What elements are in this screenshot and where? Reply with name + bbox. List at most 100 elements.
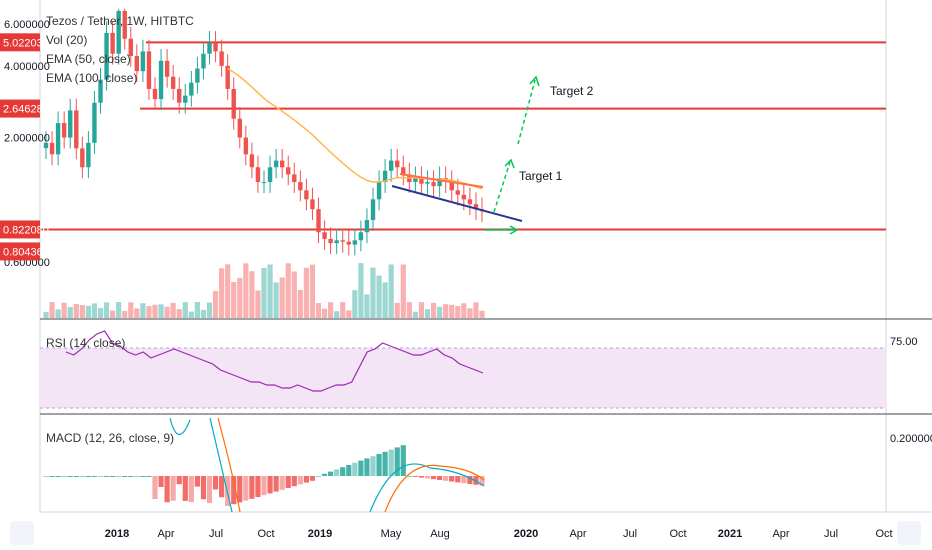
auto-scale-button[interactable] <box>897 521 921 545</box>
volume-bar <box>128 302 134 318</box>
candle <box>388 160 394 171</box>
time-axis-tick: 2018 <box>105 528 129 540</box>
macd-histogram-bar <box>140 476 146 477</box>
macd-histogram-bar <box>303 476 309 483</box>
macd-histogram-bar <box>394 447 400 476</box>
volume-bar <box>158 304 164 318</box>
macd-histogram-bar <box>212 476 219 490</box>
candle <box>419 178 424 184</box>
candle <box>140 51 146 72</box>
macd-histogram-bar <box>249 476 255 499</box>
macd-histogram-bar <box>128 476 134 477</box>
volume-bar <box>231 282 237 318</box>
volume-bar <box>479 310 485 318</box>
volume-bar <box>461 303 467 318</box>
price-tag-label: 0.822080 <box>3 224 49 236</box>
candle <box>334 240 339 244</box>
macd-histogram-bar <box>43 476 49 477</box>
candle <box>74 110 79 149</box>
macd-histogram-bar <box>170 476 176 501</box>
macd-histogram-bar <box>340 467 346 476</box>
time-axis-tick: Jul <box>824 528 838 540</box>
macd-histogram-bar <box>443 476 449 481</box>
candle <box>431 182 436 187</box>
zoom-button[interactable] <box>10 521 34 545</box>
legend-vol: Vol (20) <box>46 33 88 47</box>
candle <box>170 76 176 89</box>
time-axis-tick: Jul <box>623 528 637 540</box>
macd-histogram-bar <box>261 476 267 496</box>
macd-histogram-bar <box>346 465 352 476</box>
macd-axis-tick: 0.200000 <box>890 433 932 445</box>
ema-100-line <box>399 173 484 188</box>
candle <box>370 199 376 221</box>
candle <box>316 209 321 233</box>
candle <box>243 137 249 155</box>
time-axis-tick: Oct <box>257 528 274 540</box>
volume-bar <box>340 302 346 318</box>
time-axis-tick: Apr <box>569 528 586 540</box>
candle <box>376 182 382 200</box>
candle <box>328 238 333 244</box>
volume-bar <box>467 308 473 318</box>
candle <box>273 160 279 168</box>
target-2-arrow <box>517 79 536 145</box>
volume-bar <box>103 302 110 318</box>
candle <box>467 199 473 205</box>
volume-bar <box>285 263 291 318</box>
candle <box>237 118 242 138</box>
candle <box>55 123 61 155</box>
time-axis-tick: 2020 <box>514 528 538 540</box>
volume-bar <box>334 311 340 318</box>
rsi-axis-tick: 75.00 <box>890 336 918 348</box>
candle <box>401 167 406 175</box>
volume-bar <box>261 268 267 318</box>
macd-histogram-bar <box>334 469 340 476</box>
volume-bar <box>291 271 297 318</box>
time-axis-tick: 2021 <box>718 528 742 540</box>
candle <box>177 88 182 103</box>
candle <box>261 182 267 184</box>
signal-line <box>384 464 485 513</box>
macd-histogram-bar <box>455 476 461 483</box>
volume-bar <box>67 307 73 318</box>
macd-histogram-bar <box>370 456 376 476</box>
macd-histogram-bar <box>279 476 285 490</box>
candle <box>225 65 230 89</box>
volume-bar <box>219 268 225 318</box>
price-tag-label: 0.804365 <box>3 246 49 258</box>
macd-histogram-bar <box>122 476 128 477</box>
arrow-head <box>529 75 540 87</box>
candle <box>413 178 418 183</box>
volume-bar <box>85 305 91 318</box>
macd-histogram-bar <box>285 476 291 488</box>
macd-histogram-bar <box>255 476 261 497</box>
macd-histogram-bar <box>110 476 116 477</box>
volume-bar <box>194 302 200 318</box>
macd-histogram-bar <box>188 476 194 503</box>
volume-bar <box>443 304 449 318</box>
candle <box>80 148 85 168</box>
candle <box>86 142 91 168</box>
volume-bar <box>376 275 382 318</box>
macd-histogram-bar <box>291 476 297 487</box>
macd-histogram-bar <box>182 476 188 501</box>
price-tag <box>0 242 40 261</box>
volume-bar <box>352 290 358 318</box>
candle <box>286 167 291 175</box>
macd-histogram-bar <box>243 476 249 501</box>
macd-histogram-bar <box>267 476 273 494</box>
candle <box>304 190 309 200</box>
candle <box>267 167 273 183</box>
macd-histogram-bar <box>400 445 406 476</box>
macd-histogram-bar <box>146 476 152 477</box>
macd-histogram-bar <box>430 476 437 480</box>
volume-bar <box>255 290 261 318</box>
macd-histogram-bar <box>418 476 425 478</box>
macd-histogram-bar <box>200 476 207 500</box>
descending-trendline <box>391 185 523 222</box>
volume-bar <box>176 309 182 318</box>
macd-histogram-bar <box>73 476 79 477</box>
